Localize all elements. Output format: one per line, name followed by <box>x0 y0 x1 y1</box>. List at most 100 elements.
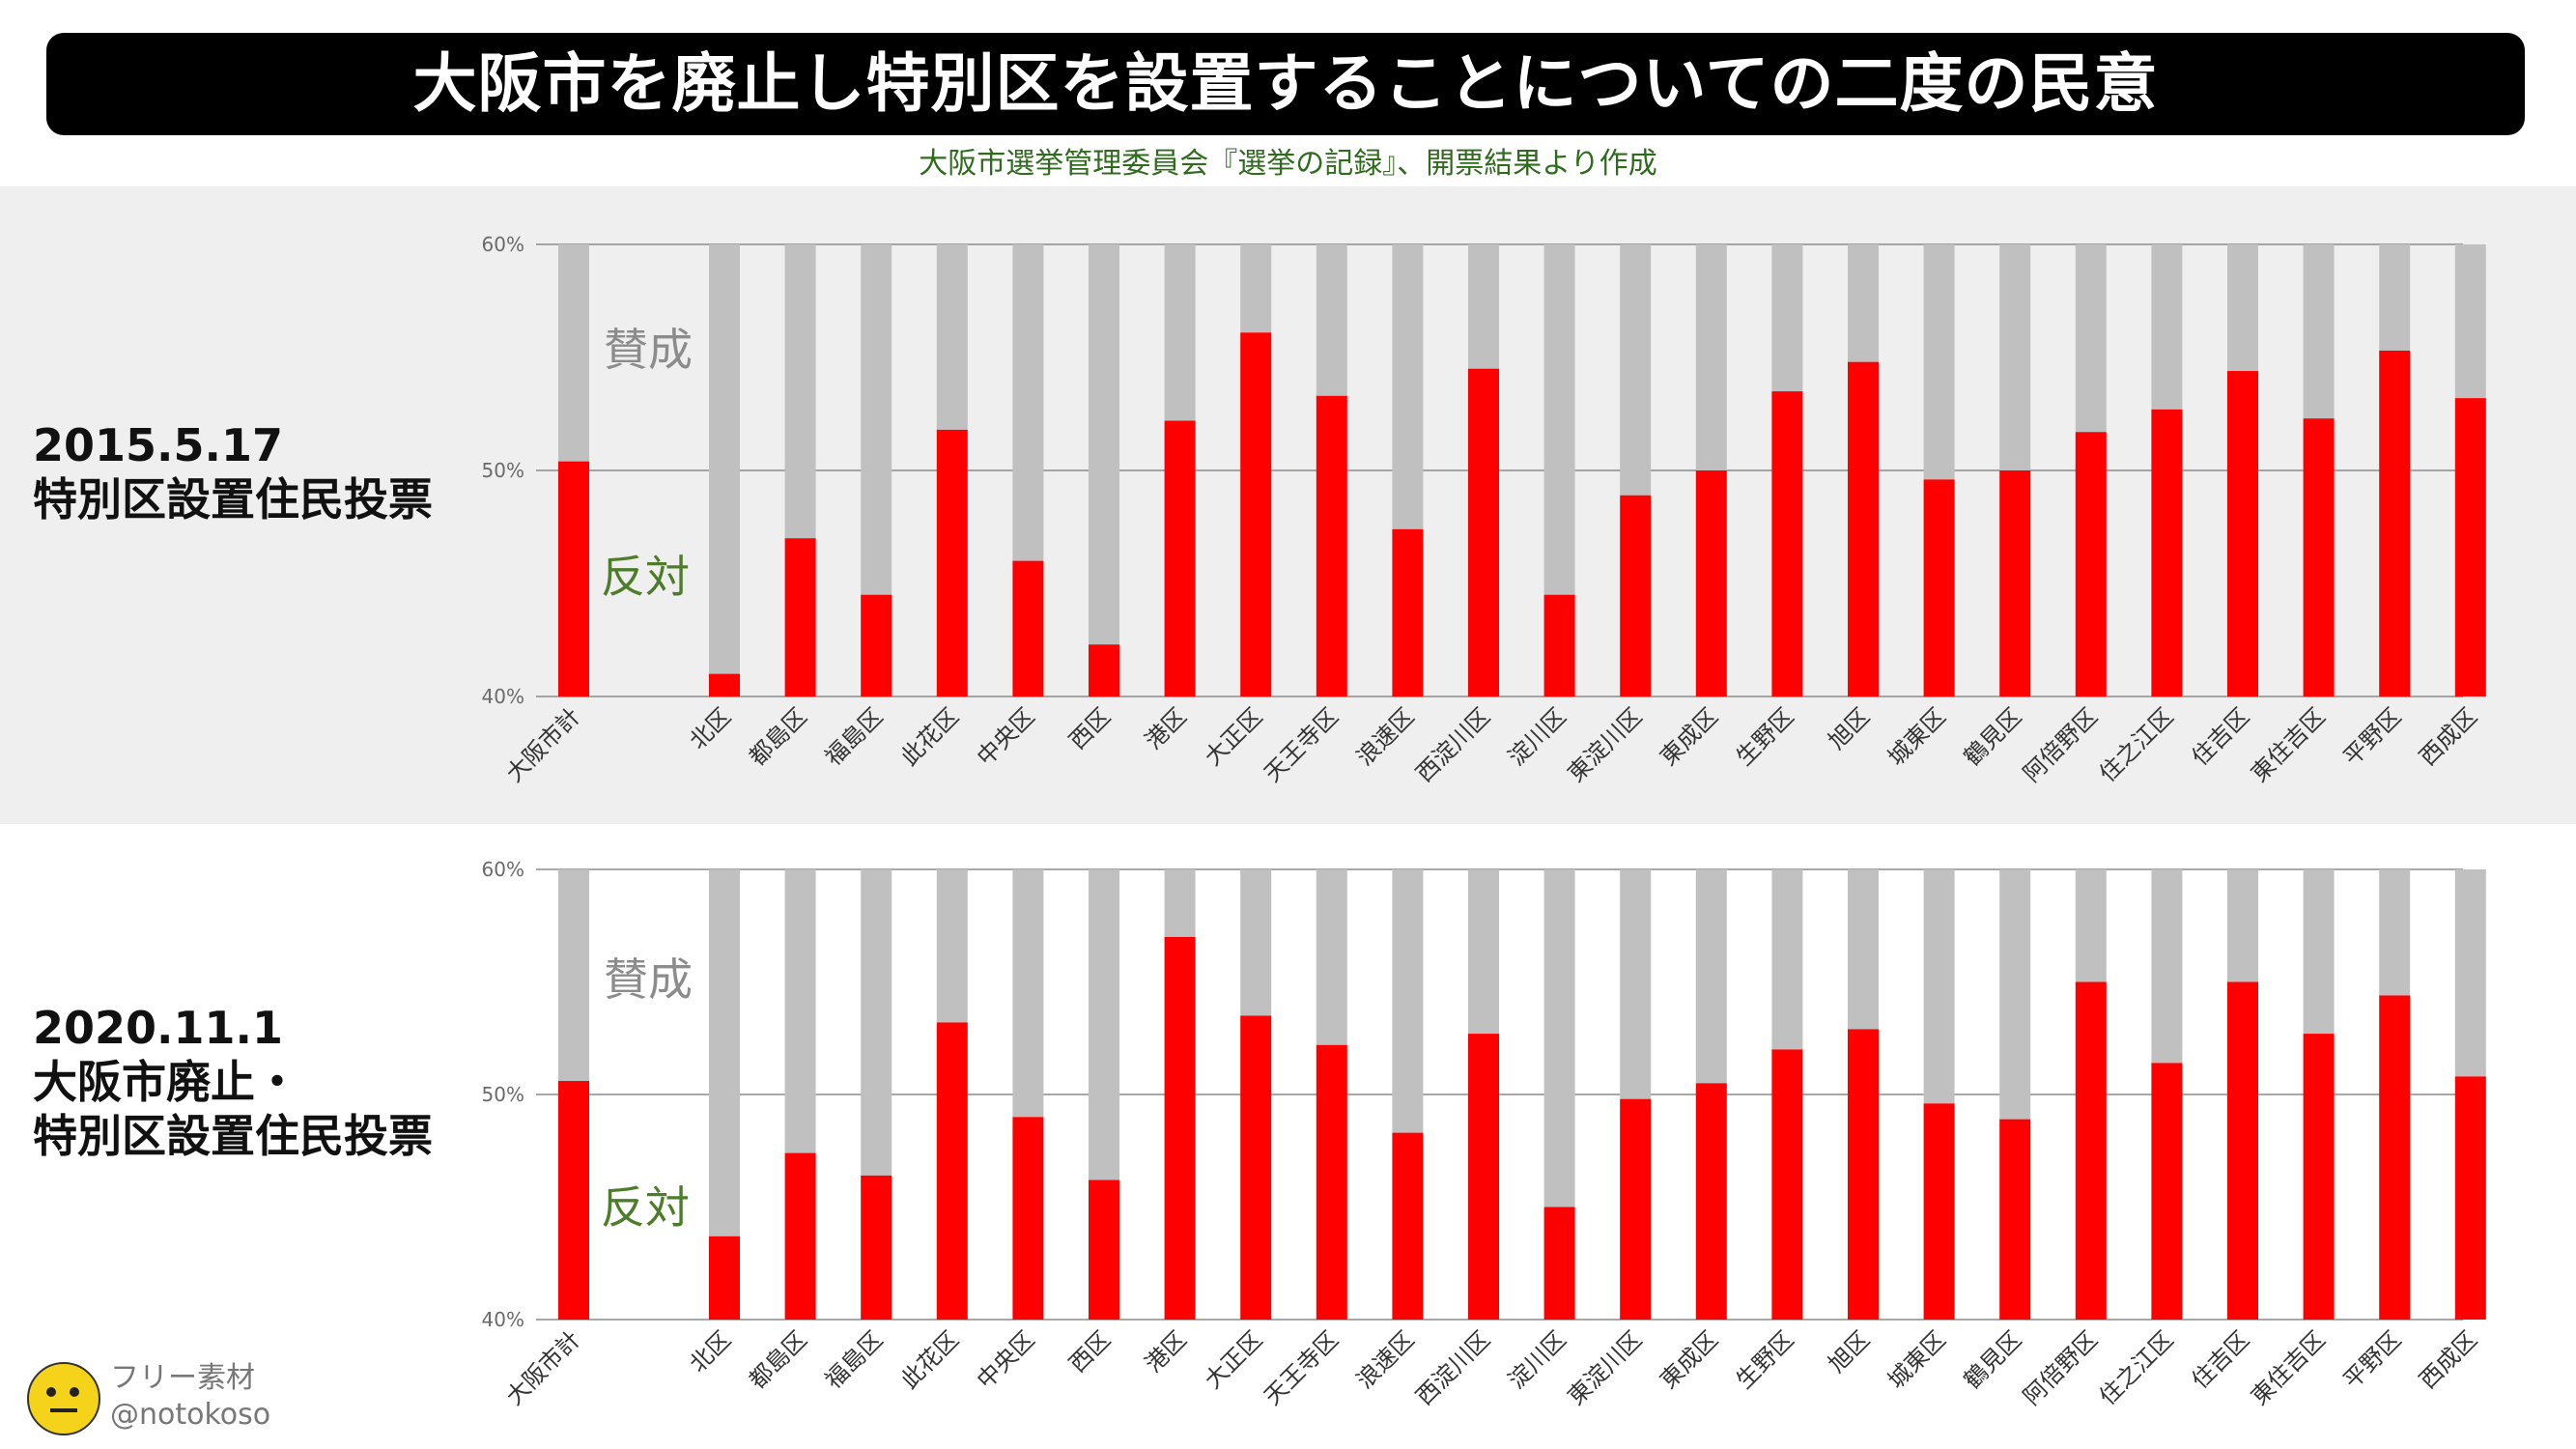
bar-for-20 <box>2151 244 2183 410</box>
bar-for-13 <box>1620 244 1652 496</box>
bar-against-10 <box>1392 528 1424 696</box>
bar-against-14 <box>1695 1083 1727 1320</box>
chart-label-name-line1: 大阪市廃止・ <box>33 1056 299 1108</box>
bar-for-1 <box>709 244 740 674</box>
bar-against-22 <box>2303 1034 2335 1320</box>
x-tick-label: 中央区 <box>972 702 1040 771</box>
bar-for-7 <box>1164 244 1196 421</box>
bar-for-18 <box>1999 244 2031 470</box>
x-tick-label: 住吉区 <box>2187 1325 2255 1394</box>
bar-against-2 <box>784 538 816 696</box>
bar-for-9 <box>1316 869 1347 1045</box>
x-tick-label: 住之江区 <box>2094 702 2179 787</box>
bar-against-17 <box>1923 1103 1955 1320</box>
x-tick-label: 淀川区 <box>1503 1325 1571 1394</box>
bar-for-18 <box>1999 869 2031 1120</box>
bar-against-8 <box>1240 1015 1272 1320</box>
chart-label-date: 2015.5.17 <box>33 419 283 471</box>
mascot-face-icon <box>27 1362 100 1435</box>
y-tick-label: 50% <box>482 1083 524 1106</box>
bar-for-22 <box>2303 869 2335 1035</box>
bar-for-12 <box>1543 869 1575 1208</box>
bar-for-7 <box>1164 869 1196 937</box>
x-tick-label: 東住吉区 <box>2246 702 2331 787</box>
bar-against-1 <box>709 1236 740 1320</box>
bar-for-6 <box>1089 244 1119 645</box>
x-tick-label: 大正区 <box>1200 702 1268 771</box>
x-tick-label: 城東区 <box>1882 1325 1951 1394</box>
x-tick-label: 住之江区 <box>2094 1325 2179 1410</box>
bar-against-21 <box>2227 371 2258 696</box>
bar-against-19 <box>2075 432 2107 696</box>
bar-against-9 <box>1316 1044 1347 1320</box>
x-tick-label: 都島区 <box>744 702 812 771</box>
bar-against-23 <box>2379 995 2411 1320</box>
x-tick-label: 西淀川区 <box>1411 1325 1496 1410</box>
chart-label-2015: 2015.5.17 特別区設置住民投票 <box>33 418 433 526</box>
x-tick-label: 西区 <box>1064 1325 1117 1378</box>
page-title: 大阪市を廃止し特別区を設置することについての二度の民意 <box>412 46 2159 121</box>
bar-against-11 <box>1468 368 1499 696</box>
x-tick-label: 天王寺区 <box>1259 1325 1344 1410</box>
bar-for-19 <box>2075 244 2107 433</box>
footer-credit-text: フリー素材 @notokoso <box>110 1360 270 1434</box>
y-tick-label: 40% <box>482 1308 524 1331</box>
bar-against-14 <box>1695 470 1727 696</box>
bar-against-20 <box>2151 1063 2183 1320</box>
bar-for-17 <box>1923 869 1955 1104</box>
bar-against-12 <box>1543 594 1575 696</box>
bar-for-10 <box>1392 244 1424 529</box>
x-tick-label: 西淀川区 <box>1411 702 1496 787</box>
x-tick-label: 住吉区 <box>2187 702 2255 771</box>
bar-against-13 <box>1620 495 1652 696</box>
bar-against-4 <box>936 429 968 696</box>
chart-label-name: 特別区設置住民投票 <box>33 473 433 526</box>
bar-for-20 <box>2151 869 2183 1064</box>
title-bar: 大阪市を廃止し特別区を設置することについての二度の民意 <box>46 33 2525 135</box>
bar-for-0 <box>558 244 589 462</box>
x-tick-label: 東成区 <box>1655 702 1723 771</box>
bar-for-14 <box>1695 869 1727 1084</box>
bar-for-6 <box>1089 869 1119 1180</box>
x-tick-label: 浪速区 <box>1351 1325 1420 1394</box>
bar-against-11 <box>1468 1034 1499 1320</box>
annotation-against: 反対 <box>601 551 690 603</box>
chart-label-date: 2020.11.1 <box>33 1002 283 1054</box>
page-subtitle: 大阪市選挙管理委員会『選挙の記録』、開票結果より作成 <box>919 147 1657 181</box>
x-tick-label: 旭区 <box>1824 1325 1876 1378</box>
x-tick-label: 浪速区 <box>1351 702 1420 771</box>
x-tick-label: 鶴見区 <box>1959 1325 2027 1394</box>
y-tick-label: 50% <box>482 459 524 482</box>
bar-for-4 <box>936 869 968 1023</box>
bar-against-3 <box>861 1175 892 1320</box>
x-tick-label: 福島区 <box>820 1325 889 1394</box>
x-tick-label: 大阪市計 <box>501 1325 586 1410</box>
bar-for-3 <box>861 869 892 1176</box>
bar-for-3 <box>861 244 892 595</box>
bar-against-13 <box>1620 1098 1652 1320</box>
x-tick-label: 中央区 <box>972 1325 1040 1394</box>
x-tick-label: 西成区 <box>2414 702 2482 771</box>
annotation-for: 賛成 <box>604 953 693 1006</box>
bar-for-19 <box>2075 869 2107 982</box>
x-tick-label: 大阪市計 <box>501 702 586 787</box>
bar-against-7 <box>1164 936 1196 1320</box>
bar-for-5 <box>1012 869 1044 1118</box>
bar-against-18 <box>1999 470 2031 696</box>
x-tick-label: 天王寺区 <box>1259 702 1344 787</box>
bar-against-21 <box>2227 981 2258 1320</box>
bar-for-21 <box>2227 869 2258 982</box>
chart-panel-2015: 2015.5.17 特別区設置住民投票 40% 50% 60% 大阪市計 北区 都島区 福島… <box>0 186 2576 824</box>
bar-for-10 <box>1392 869 1424 1133</box>
bar-for-1 <box>709 869 740 1236</box>
x-tick-label: 西成区 <box>2414 1325 2482 1394</box>
bar-against-19 <box>2075 981 2107 1320</box>
bar-against-0 <box>558 461 589 696</box>
y-tick-label: 60% <box>482 858 524 881</box>
x-tick-label: 東住吉区 <box>2246 1325 2331 1410</box>
bar-against-10 <box>1392 1132 1424 1320</box>
bar-against-6 <box>1089 1179 1119 1320</box>
bar-against-8 <box>1240 332 1272 696</box>
